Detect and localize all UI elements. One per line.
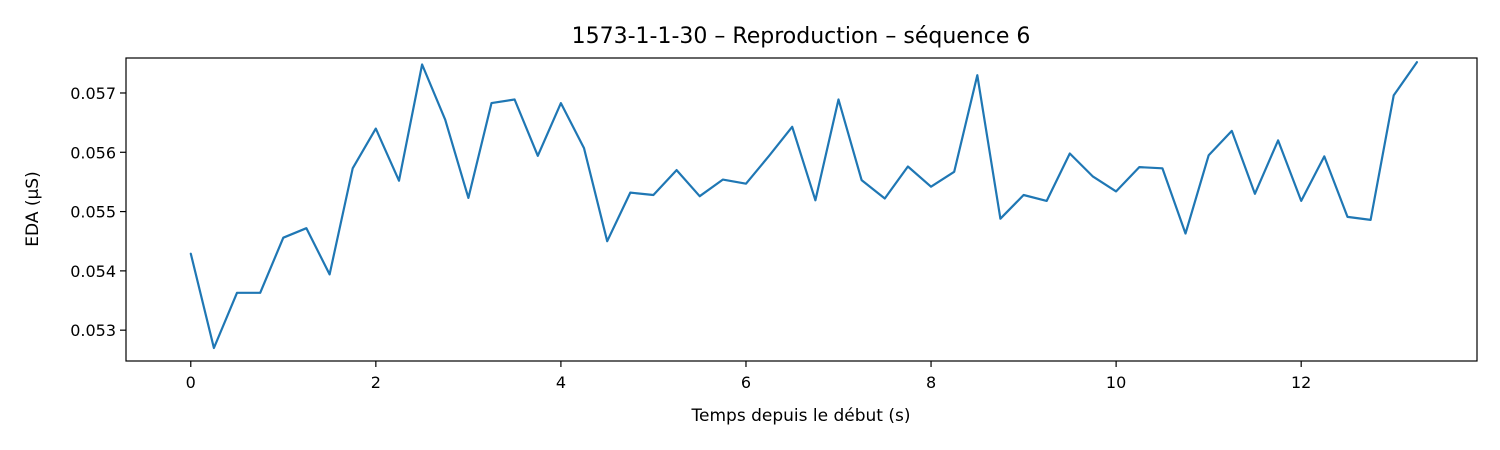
x-tick-label: 0 (186, 373, 196, 392)
eda-series-line (189, 61, 1418, 350)
x-tick-label: 12 (1291, 373, 1311, 392)
x-tick-label: 6 (741, 373, 751, 392)
y-tick-label: 0.056 (70, 143, 116, 162)
x-tick-label: 10 (1106, 373, 1126, 392)
y-axis-label: EDA (µS) (23, 171, 43, 246)
plot-frame (125, 57, 1478, 362)
chart-title: 1573-1-1-30 – Reproduction – séquence 6 (572, 24, 1031, 49)
y-tick-label: 0.055 (70, 203, 116, 222)
x-tick-label: 8 (926, 373, 936, 392)
y-tick-label: 0.054 (70, 262, 116, 281)
y-tick-label: 0.053 (70, 321, 116, 340)
y-tick-label: 0.057 (70, 84, 116, 103)
x-tick-label: 2 (371, 373, 381, 392)
x-axis-label: Temps depuis le début (s) (691, 406, 911, 426)
x-tick-label: 4 (556, 373, 566, 392)
